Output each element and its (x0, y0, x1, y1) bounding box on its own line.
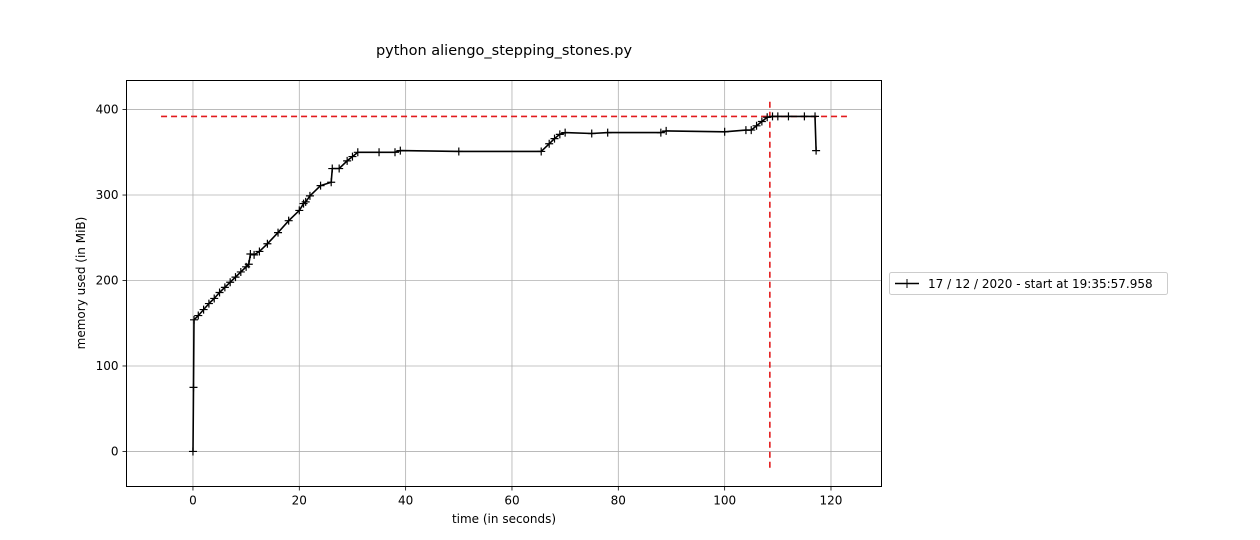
data-point-marker (537, 147, 546, 156)
data-point-marker (199, 305, 208, 314)
data-point-marker (327, 178, 336, 187)
data-point-marker (244, 260, 253, 269)
data-point-marker (555, 130, 564, 139)
data-point-marker (226, 278, 235, 287)
data-point-marker (784, 112, 793, 121)
reference-lines (161, 99, 847, 468)
data-point-marker (603, 128, 612, 137)
x-tick-label: 40 (398, 494, 413, 508)
data-point-marker (274, 228, 283, 237)
legend-plus-marker (902, 279, 912, 288)
data-point-marker (246, 250, 255, 259)
data-point-marker (210, 294, 219, 303)
series-layer (188, 112, 821, 456)
data-point-marker (396, 146, 405, 155)
y-axis-ticks: 0 100 200 300 400 (96, 103, 127, 458)
data-point-marker (301, 197, 310, 206)
chart-title: python aliengo_stepping_stones.py (376, 43, 633, 59)
legend-label: 17 / 12 / 2020 - start at 19:35:57.958 (928, 277, 1153, 291)
data-point-marker (190, 315, 199, 324)
data-point-marker (550, 134, 559, 143)
x-tick-label: 100 (713, 494, 736, 508)
series-group (188, 112, 821, 456)
data-point-marker (189, 383, 198, 392)
data-point-marker (316, 181, 325, 190)
data-point-marker (215, 288, 224, 297)
data-point-marker (335, 164, 344, 173)
data-point-marker (220, 283, 229, 292)
data-point-marker (662, 126, 671, 135)
data-point-marker (305, 191, 314, 200)
data-point-marker (295, 206, 304, 215)
data-point-marker (587, 129, 596, 138)
x-tick-label: 120 (820, 494, 843, 508)
data-point-marker (800, 112, 809, 121)
data-point-marker (454, 147, 463, 156)
data-point-marker (250, 250, 259, 259)
data-point-marker (328, 164, 337, 173)
legend-box (889, 272, 1168, 295)
legend: 17 / 12 / 2020 - start at 19:35:57.958 (889, 272, 1168, 295)
data-point-marker (194, 311, 203, 320)
y-axis-label: memory used (in MiB) (74, 217, 88, 350)
x-axis-ticks: 0 20 40 60 80 100 120 (189, 486, 843, 508)
data-point-marker (188, 447, 197, 456)
data-point-marker (747, 126, 756, 135)
data-point-marker (773, 112, 782, 121)
data-point-marker (204, 299, 213, 308)
y-tick-label: 300 (96, 188, 119, 202)
data-point-marker (255, 247, 264, 256)
data-point-marker (348, 152, 357, 161)
x-axis-label: time (in seconds) (452, 512, 556, 526)
data-point-marker (811, 112, 820, 121)
data-point-marker (343, 156, 352, 165)
data-point-marker (720, 127, 729, 136)
y-tick-label: 0 (111, 444, 119, 458)
data-point-marker (656, 128, 665, 137)
data-point-marker (231, 273, 240, 282)
plot-frame (126, 80, 882, 487)
data-point-marker (263, 239, 272, 248)
x-tick-label: 0 (189, 494, 197, 508)
data-point-marker (757, 117, 766, 126)
y-tick-label: 200 (96, 274, 119, 288)
data-point-marker (812, 146, 821, 155)
x-tick-label: 20 (292, 494, 307, 508)
data-point-marker (545, 139, 554, 148)
data-point-marker (284, 216, 293, 225)
x-tick-label: 80 (611, 494, 626, 508)
data-point-marker (561, 128, 570, 137)
data-point-marker (763, 113, 772, 122)
data-point-marker (391, 148, 400, 157)
data-point-marker (236, 267, 245, 276)
grid-lines (126, 80, 882, 487)
y-tick-label: 400 (96, 103, 119, 117)
y-tick-label: 100 (96, 359, 119, 373)
series-line (192, 115, 817, 452)
data-point-marker (375, 148, 384, 157)
data-point-marker (752, 121, 761, 130)
x-tick-label: 60 (504, 494, 519, 508)
data-point-marker (353, 148, 362, 157)
